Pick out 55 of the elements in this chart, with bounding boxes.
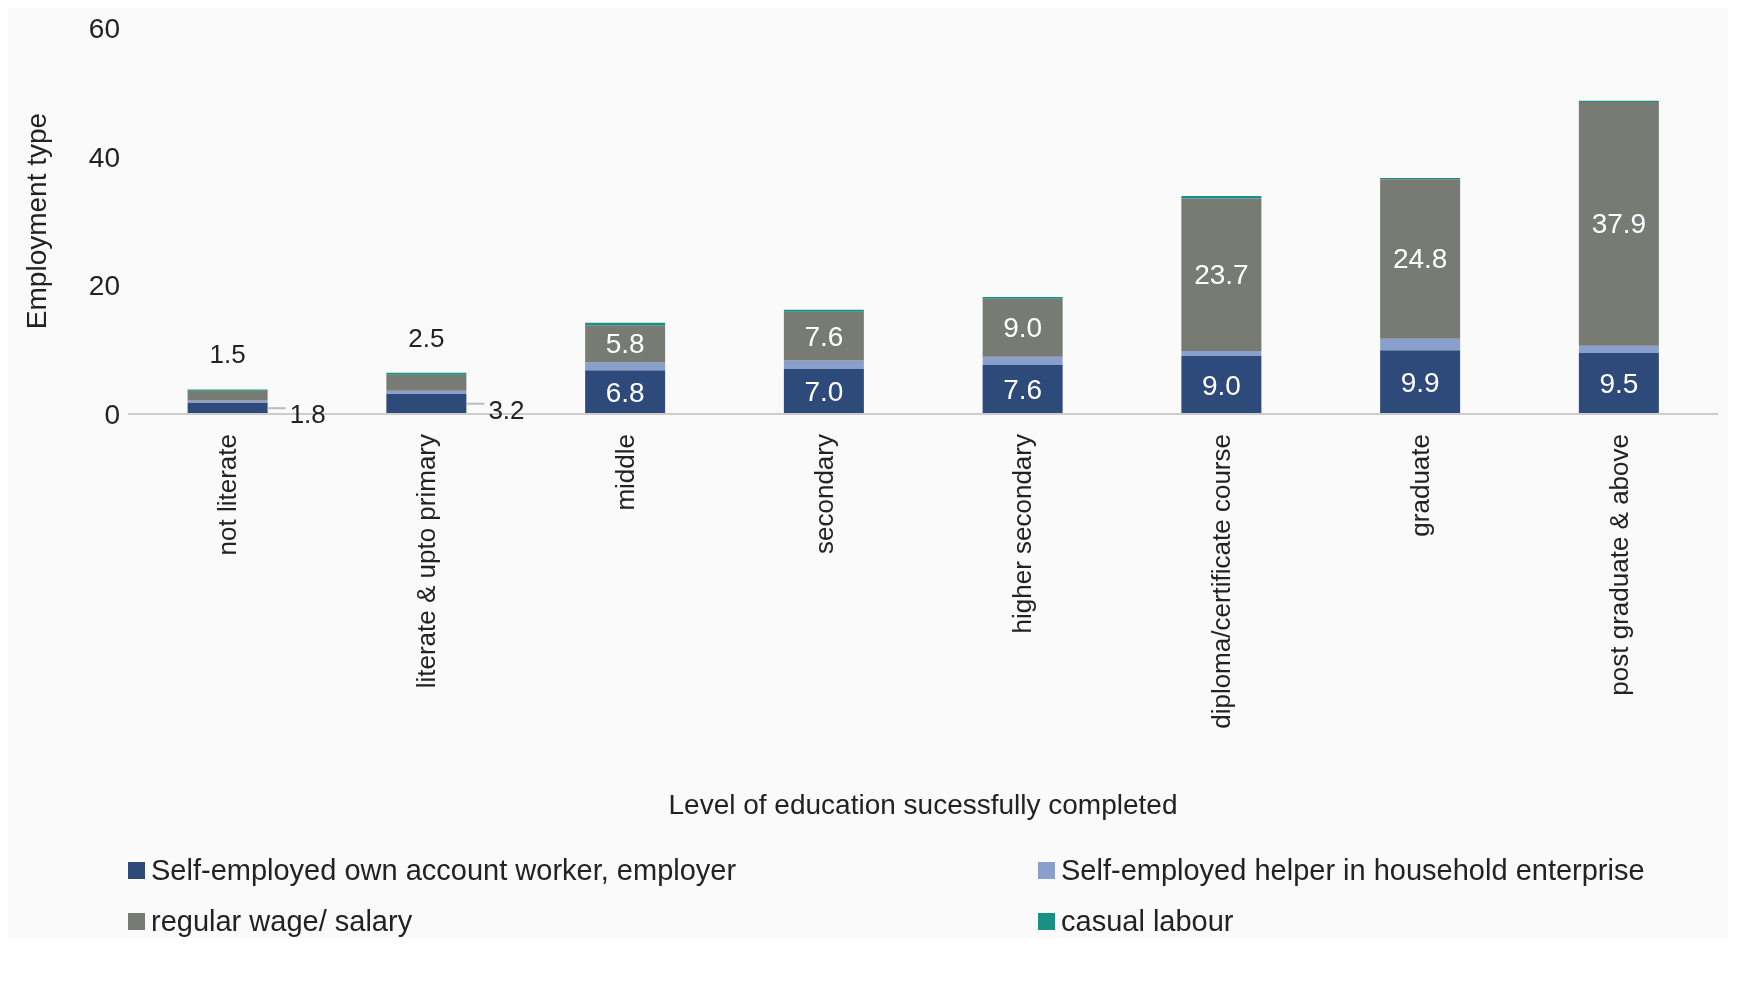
data-label: 9.5 [1599, 367, 1639, 399]
bar [1181, 350, 1262, 357]
bar [1578, 345, 1659, 353]
y-tick-label: 0 [104, 398, 120, 430]
legend-label: regular wage/ salary [151, 905, 413, 938]
data-label: 37.9 [1591, 208, 1647, 240]
bar [982, 298, 1063, 357]
x-tick-label: higher secondary [1007, 434, 1038, 634]
bar [1578, 352, 1659, 414]
data-label: 7.6 [1003, 374, 1043, 406]
bar [1181, 356, 1262, 414]
bar [386, 393, 467, 414]
x-tick-label: literate & upto primary [411, 434, 442, 689]
legend-label: Self-employed helper in household enterprise [1061, 854, 1645, 887]
bar [783, 368, 864, 414]
legend-label: casual labour [1061, 905, 1234, 938]
x-tick-label: post graduate & above [1603, 434, 1634, 696]
y-tick-label: 60 [88, 12, 120, 44]
data-label: 2.5 [408, 322, 445, 353]
bar [1380, 179, 1461, 339]
data-label: 1.5 [209, 338, 246, 369]
x-tick-label: middle [609, 434, 640, 511]
data-label: 3.2 [488, 394, 525, 425]
data-label: 5.8 [605, 328, 645, 360]
data-label: 9.0 [1003, 312, 1043, 344]
bar [187, 390, 268, 401]
x-axis-title: Level of education sucessfully completed [668, 789, 1178, 820]
bar [585, 362, 666, 371]
bar [1380, 350, 1461, 414]
data-label: 7.0 [804, 375, 844, 407]
bar [1578, 101, 1659, 346]
x-tick-label: graduate [1404, 434, 1435, 537]
bar [783, 311, 864, 361]
data-label: 1.8 [289, 399, 326, 430]
bar [783, 360, 864, 369]
data-label: 6.8 [605, 376, 645, 408]
bar [386, 374, 467, 391]
y-axis-title: Employment type [20, 112, 52, 330]
bar [982, 365, 1063, 414]
x-tick-label: diploma/certificate course [1206, 434, 1237, 729]
y-tick-label: 20 [88, 270, 120, 302]
data-label: 23.7 [1194, 259, 1249, 291]
bar [1380, 338, 1461, 351]
data-label: 24.8 [1392, 243, 1448, 275]
bar [187, 402, 268, 414]
data-label: 9.9 [1400, 366, 1440, 398]
x-tick-label: secondary [808, 434, 839, 554]
data-label: 9.0 [1201, 369, 1241, 401]
data-label: 7.6 [804, 320, 844, 352]
bar [982, 356, 1063, 366]
bar [585, 325, 666, 363]
y-tick-label: 40 [88, 141, 120, 173]
legend-label: Self-employed own account worker, employer [151, 854, 737, 887]
bar [1181, 198, 1262, 351]
x-tick-label: not literate [212, 434, 243, 556]
